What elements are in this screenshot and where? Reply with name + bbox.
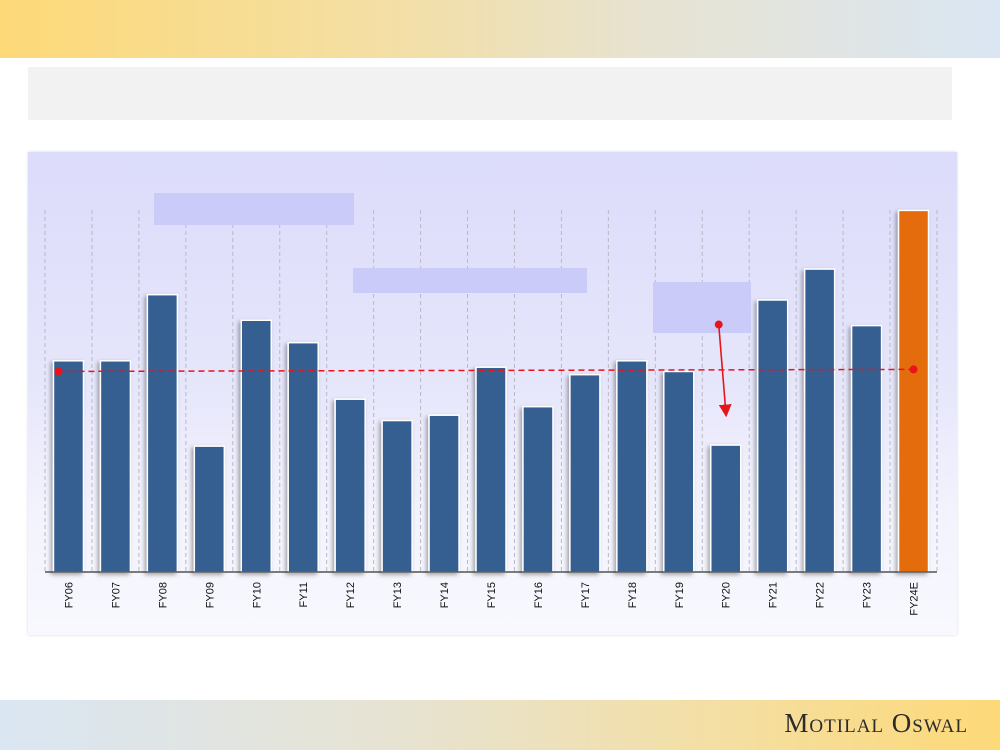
callout-box-2 [353,268,587,293]
bars [52,209,930,573]
x-tick-label: FY13 [392,582,404,608]
annotations [714,320,732,418]
bar-fy22 [803,268,836,573]
x-tick-label: FY21 [768,582,780,608]
x-tick-label: FY08 [157,582,169,608]
x-tick-label: FY12 [345,582,357,608]
x-tick-label: FY07 [110,582,122,608]
bar-fy24e [897,209,930,573]
bar-fy23 [850,324,883,573]
top-banner [0,0,1000,58]
bar-fy18 [616,360,648,573]
slide-title-box [28,67,952,120]
bar-fy09 [193,445,226,573]
brand-logo-text: Motilal Oswal [784,708,968,738]
x-tick-label: FY11 [298,582,310,607]
x-tick-label: FY09 [204,582,216,608]
bar-fy21 [756,299,789,573]
bar-fy10 [240,319,273,573]
x-tick-label: FY22 [815,582,827,608]
bar-fy19 [663,370,695,573]
x-tick-label: FY17 [580,582,592,608]
bar-fy13 [381,419,413,573]
x-tick-label: FY15 [486,582,498,608]
callout-box-3 [653,282,751,333]
tick-labels: FY06 FY07 FY08 FY09 FY10 FY11 FY12 FY13 FY14 FY15… [63,582,920,616]
x-tick-label: FY14 [439,582,451,608]
average-end-dot [909,365,918,374]
bar-fy17 [569,373,601,573]
callout-box-1 [154,193,354,225]
x-tick-label: FY23 [862,582,874,608]
bar-fy06 [52,360,85,573]
bar-fy07 [99,360,132,573]
x-tick-label: FY06 [63,582,75,608]
callout-boxes [154,193,751,333]
x-tick-label: FY18 [627,582,639,608]
bar-fy20 [709,444,742,573]
x-tick-label: FY19 [674,582,686,608]
annotation-arrow-0 [717,324,732,418]
bar-fy14 [428,414,460,573]
bottom-banner [0,700,1000,750]
x-tick-label: FY10 [251,582,263,608]
x-tick-label: FY20 [721,582,733,608]
x-tick-label: FY24E [909,582,921,616]
bar-fy11 [287,341,319,573]
average-line [54,365,918,376]
bar-fy15 [475,366,507,573]
bar-fy08 [146,293,179,573]
bar-fy12 [334,398,366,573]
x-tick-label: FY16 [533,582,545,608]
average-start-dot [54,367,63,376]
grid-lines [44,210,938,572]
average-dashed-line [58,368,914,373]
bar-fy16 [522,405,554,573]
